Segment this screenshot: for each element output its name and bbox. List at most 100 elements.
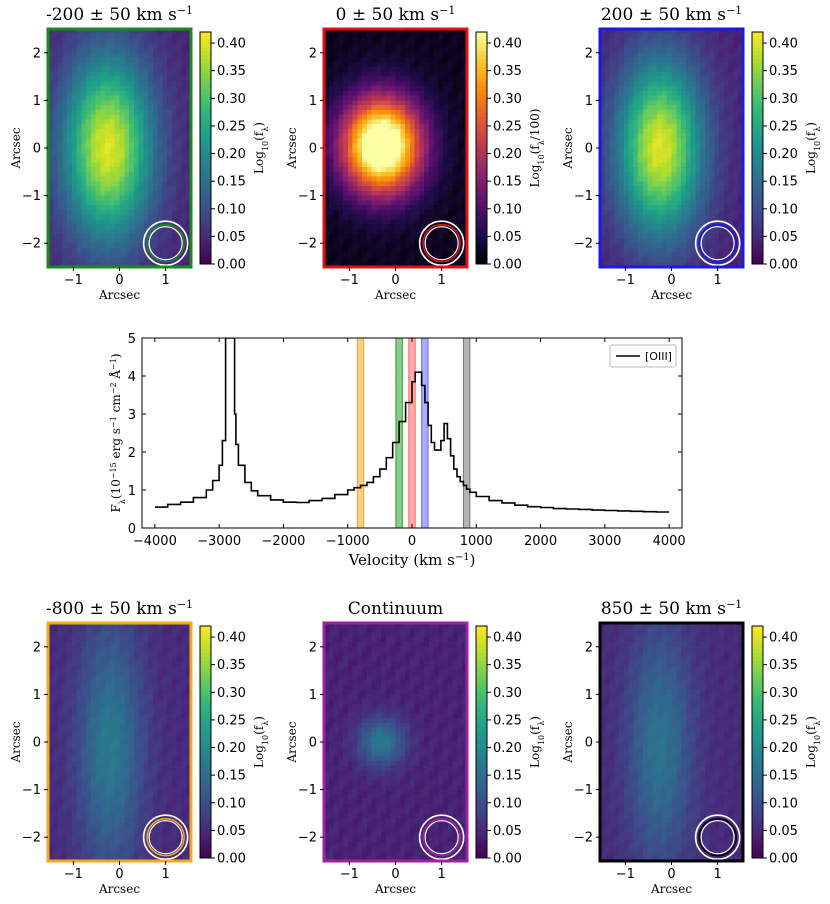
map-pixel xyxy=(690,252,696,258)
map-pixel xyxy=(704,143,711,149)
map-pixel xyxy=(381,33,387,40)
map-pixel xyxy=(666,209,672,216)
map-pixel xyxy=(709,76,715,82)
map-pixel xyxy=(71,52,78,59)
map-pixel xyxy=(619,52,625,59)
map-pixel xyxy=(395,133,401,139)
map-pixel xyxy=(600,100,606,106)
map-pixel xyxy=(633,76,639,82)
map-pixel xyxy=(714,95,720,101)
map-pixel xyxy=(633,205,639,211)
map-pixel xyxy=(48,642,54,648)
map-pixel xyxy=(157,186,163,192)
map-pixel xyxy=(385,195,392,201)
map-pixel xyxy=(52,228,59,235)
map-pixel xyxy=(723,29,730,35)
map-pixel xyxy=(328,171,335,178)
map-pixel xyxy=(143,100,149,106)
map-pixel xyxy=(738,38,744,44)
map-pixel xyxy=(704,195,711,201)
map-pixel xyxy=(619,143,625,149)
map-pixel xyxy=(700,38,706,44)
map-pixel xyxy=(167,152,173,159)
map-pixel xyxy=(148,133,154,139)
map-pixel xyxy=(171,195,178,201)
map-pixel xyxy=(100,67,106,73)
map-pixel xyxy=(447,109,454,116)
map-pixel xyxy=(343,33,349,40)
map-pixel xyxy=(48,57,54,63)
map-pixel xyxy=(657,186,663,192)
map-pixel xyxy=(333,176,339,182)
map-pixel xyxy=(371,76,377,82)
map-pixel xyxy=(661,262,668,268)
map-pixel xyxy=(124,152,130,159)
map-pixel xyxy=(433,138,439,144)
map-pixel xyxy=(95,171,101,178)
map-pixel xyxy=(76,29,82,35)
map-pixel xyxy=(604,176,611,182)
map-pixel xyxy=(452,243,458,249)
map-pixel xyxy=(357,114,363,120)
map-pixel xyxy=(124,109,130,116)
map-pixel xyxy=(119,124,125,130)
map-pixel xyxy=(614,243,620,249)
map-pixel xyxy=(57,181,63,187)
map-pixel xyxy=(714,138,720,144)
map-pixel xyxy=(614,86,620,92)
map-pixel xyxy=(109,176,116,182)
map-pixel xyxy=(385,67,392,73)
map-pixel xyxy=(152,219,159,225)
map-pixel xyxy=(152,95,159,101)
map-pixel xyxy=(671,238,677,244)
map-pixel xyxy=(671,109,677,116)
map-pixel xyxy=(176,642,182,648)
map-pixel xyxy=(452,219,458,225)
map-pixel xyxy=(614,57,620,63)
map-pixel xyxy=(700,181,706,187)
map-pixel xyxy=(700,176,706,182)
map-pixel xyxy=(57,33,63,40)
map-pixel xyxy=(352,76,358,82)
map-pixel xyxy=(100,219,106,225)
map-pixel xyxy=(438,81,444,87)
map-pixel xyxy=(71,257,78,263)
map-pixel xyxy=(333,62,339,68)
map-pixel xyxy=(657,62,663,68)
map-pixel xyxy=(638,209,644,216)
map-pixel xyxy=(52,167,59,173)
map-pixel xyxy=(81,181,87,187)
map-pixel xyxy=(343,100,349,106)
map-pixel xyxy=(709,90,715,97)
map-pixel xyxy=(114,167,120,173)
map-pixel xyxy=(700,114,706,120)
map-pixel xyxy=(366,76,373,82)
map-pixel xyxy=(67,138,73,144)
map-pixel xyxy=(52,219,59,225)
map-pixel xyxy=(109,257,116,263)
map-pixel xyxy=(76,152,82,159)
map-pixel xyxy=(333,228,339,235)
map-pixel xyxy=(719,67,725,73)
map-pixel xyxy=(652,57,658,63)
map-pixel xyxy=(48,228,54,235)
map-pixel xyxy=(614,233,620,239)
colorbar-tick-label: 0.40 xyxy=(217,37,246,52)
map-pixel xyxy=(414,152,420,159)
map-pixel xyxy=(76,186,82,192)
colorbar-segment xyxy=(200,66,211,72)
map-pixel xyxy=(157,143,163,149)
map-pixel xyxy=(385,114,392,120)
map-pixel xyxy=(661,124,668,130)
map-pixel xyxy=(52,257,59,263)
map-pixel xyxy=(390,76,396,82)
map-pixel xyxy=(619,243,625,249)
map-pixel xyxy=(604,105,611,111)
map-pixel xyxy=(704,176,711,182)
map-pixel xyxy=(328,57,335,63)
map-pixel xyxy=(452,114,458,120)
colorbar-segment xyxy=(752,32,763,37)
map-pixel xyxy=(433,157,439,163)
map-pixel xyxy=(186,224,192,230)
beam-circle-inner xyxy=(148,226,183,261)
